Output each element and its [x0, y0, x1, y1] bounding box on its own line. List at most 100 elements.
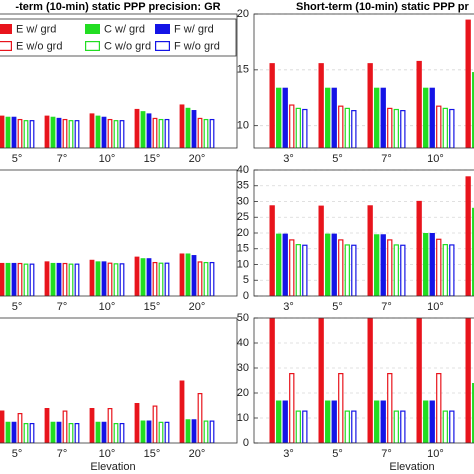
bar: [325, 400, 331, 443]
bar: [74, 423, 80, 443]
bar: [295, 107, 301, 148]
bar: [134, 403, 140, 443]
bar: [179, 253, 185, 296]
bar: [344, 107, 350, 148]
bar: [158, 262, 164, 296]
bar: [44, 408, 50, 443]
bar: [197, 117, 203, 148]
y-tick-label: 0: [243, 290, 249, 302]
bar: [436, 105, 442, 148]
plot-frame: [253, 13, 474, 149]
bar: [107, 118, 113, 148]
bar: [203, 261, 209, 296]
bar: [164, 421, 170, 443]
bar: [209, 118, 215, 148]
x-tick-label: 5°: [12, 301, 23, 313]
bar: [472, 383, 474, 443]
bar: [344, 244, 350, 296]
bar: [423, 233, 429, 296]
bars: [0, 380, 215, 443]
legend-label: C w/o grd: [104, 40, 151, 52]
y-tick-label: 35: [237, 180, 249, 192]
bar: [429, 400, 435, 443]
bar: [113, 120, 119, 148]
bar: [436, 238, 442, 296]
bar: [56, 262, 62, 296]
bar: [318, 318, 324, 443]
bar: [400, 244, 406, 296]
bar: [197, 393, 203, 443]
y-tick-label: 40: [237, 337, 249, 349]
legend-swatch: [0, 24, 12, 34]
x-tick-label: 20°: [189, 448, 206, 460]
x-tick-label: 20°: [189, 301, 206, 313]
panel: 5° 7° 10° 15° 20°: [0, 169, 238, 313]
bar: [11, 116, 17, 148]
plot-frame: [0, 317, 238, 444]
legend-box: [0, 18, 237, 57]
plot-area: [0, 318, 237, 443]
bar: [276, 233, 282, 296]
bar: [203, 118, 209, 148]
bar: [5, 421, 11, 443]
bar: [387, 373, 393, 443]
x-axis-label: Elevation: [389, 461, 434, 473]
bar: [197, 261, 203, 296]
bar: [302, 410, 308, 443]
bar: [119, 120, 125, 148]
bar: [74, 120, 80, 148]
y-tick-label: 15: [237, 243, 249, 255]
bar: [152, 117, 158, 148]
plot-frame: [253, 169, 474, 297]
bar: [158, 118, 164, 148]
bar: [449, 244, 455, 296]
bar: [191, 110, 197, 148]
legend-label: C w/ grd: [104, 23, 145, 35]
x-tick-label: 10°: [99, 153, 116, 165]
bar: [68, 263, 74, 296]
bar: [380, 400, 386, 443]
bar: [179, 104, 185, 148]
bar: [185, 253, 191, 296]
bar: [89, 113, 95, 148]
y-tick-label: 30: [237, 362, 249, 374]
bar: [152, 405, 158, 443]
x-tick-label: 10°: [427, 153, 444, 165]
bar: [146, 258, 152, 296]
bar: [442, 410, 448, 443]
x-tick-label: 15°: [144, 448, 161, 460]
chart-title: Short-term (10-min) static PPP pr: [296, 1, 469, 13]
bar: [11, 421, 17, 443]
bar: [416, 318, 422, 443]
bar: [276, 400, 282, 443]
x-tick-label: 3°: [283, 153, 294, 165]
x-tick-label: 15°: [144, 153, 161, 165]
bar: [374, 234, 380, 296]
bar: [318, 205, 324, 296]
legend-label: F w/o grd: [174, 40, 220, 52]
plot-frame: [253, 317, 474, 444]
x-tick-label: 7°: [381, 153, 392, 165]
bar: [302, 244, 308, 296]
x-tick-label: 5°: [12, 448, 23, 460]
bar: [5, 262, 11, 296]
bar: [295, 410, 301, 443]
bar: [158, 421, 164, 443]
bar: [0, 410, 5, 443]
x-tick-label: 7°: [381, 448, 392, 460]
bar: [17, 262, 23, 296]
bar: [50, 421, 56, 443]
bar: [338, 373, 344, 443]
bar: [351, 244, 357, 296]
bar: [119, 423, 125, 443]
y-tick-label: 25: [237, 211, 249, 223]
x-tick-label: 3°: [283, 448, 294, 460]
bar: [191, 419, 197, 443]
bar: [465, 19, 471, 148]
legend-label: E w/o grd: [16, 40, 62, 52]
bar: [367, 205, 373, 296]
bar: [295, 244, 301, 296]
bar: [113, 263, 119, 296]
bar: [393, 410, 399, 443]
bar: [89, 259, 95, 296]
